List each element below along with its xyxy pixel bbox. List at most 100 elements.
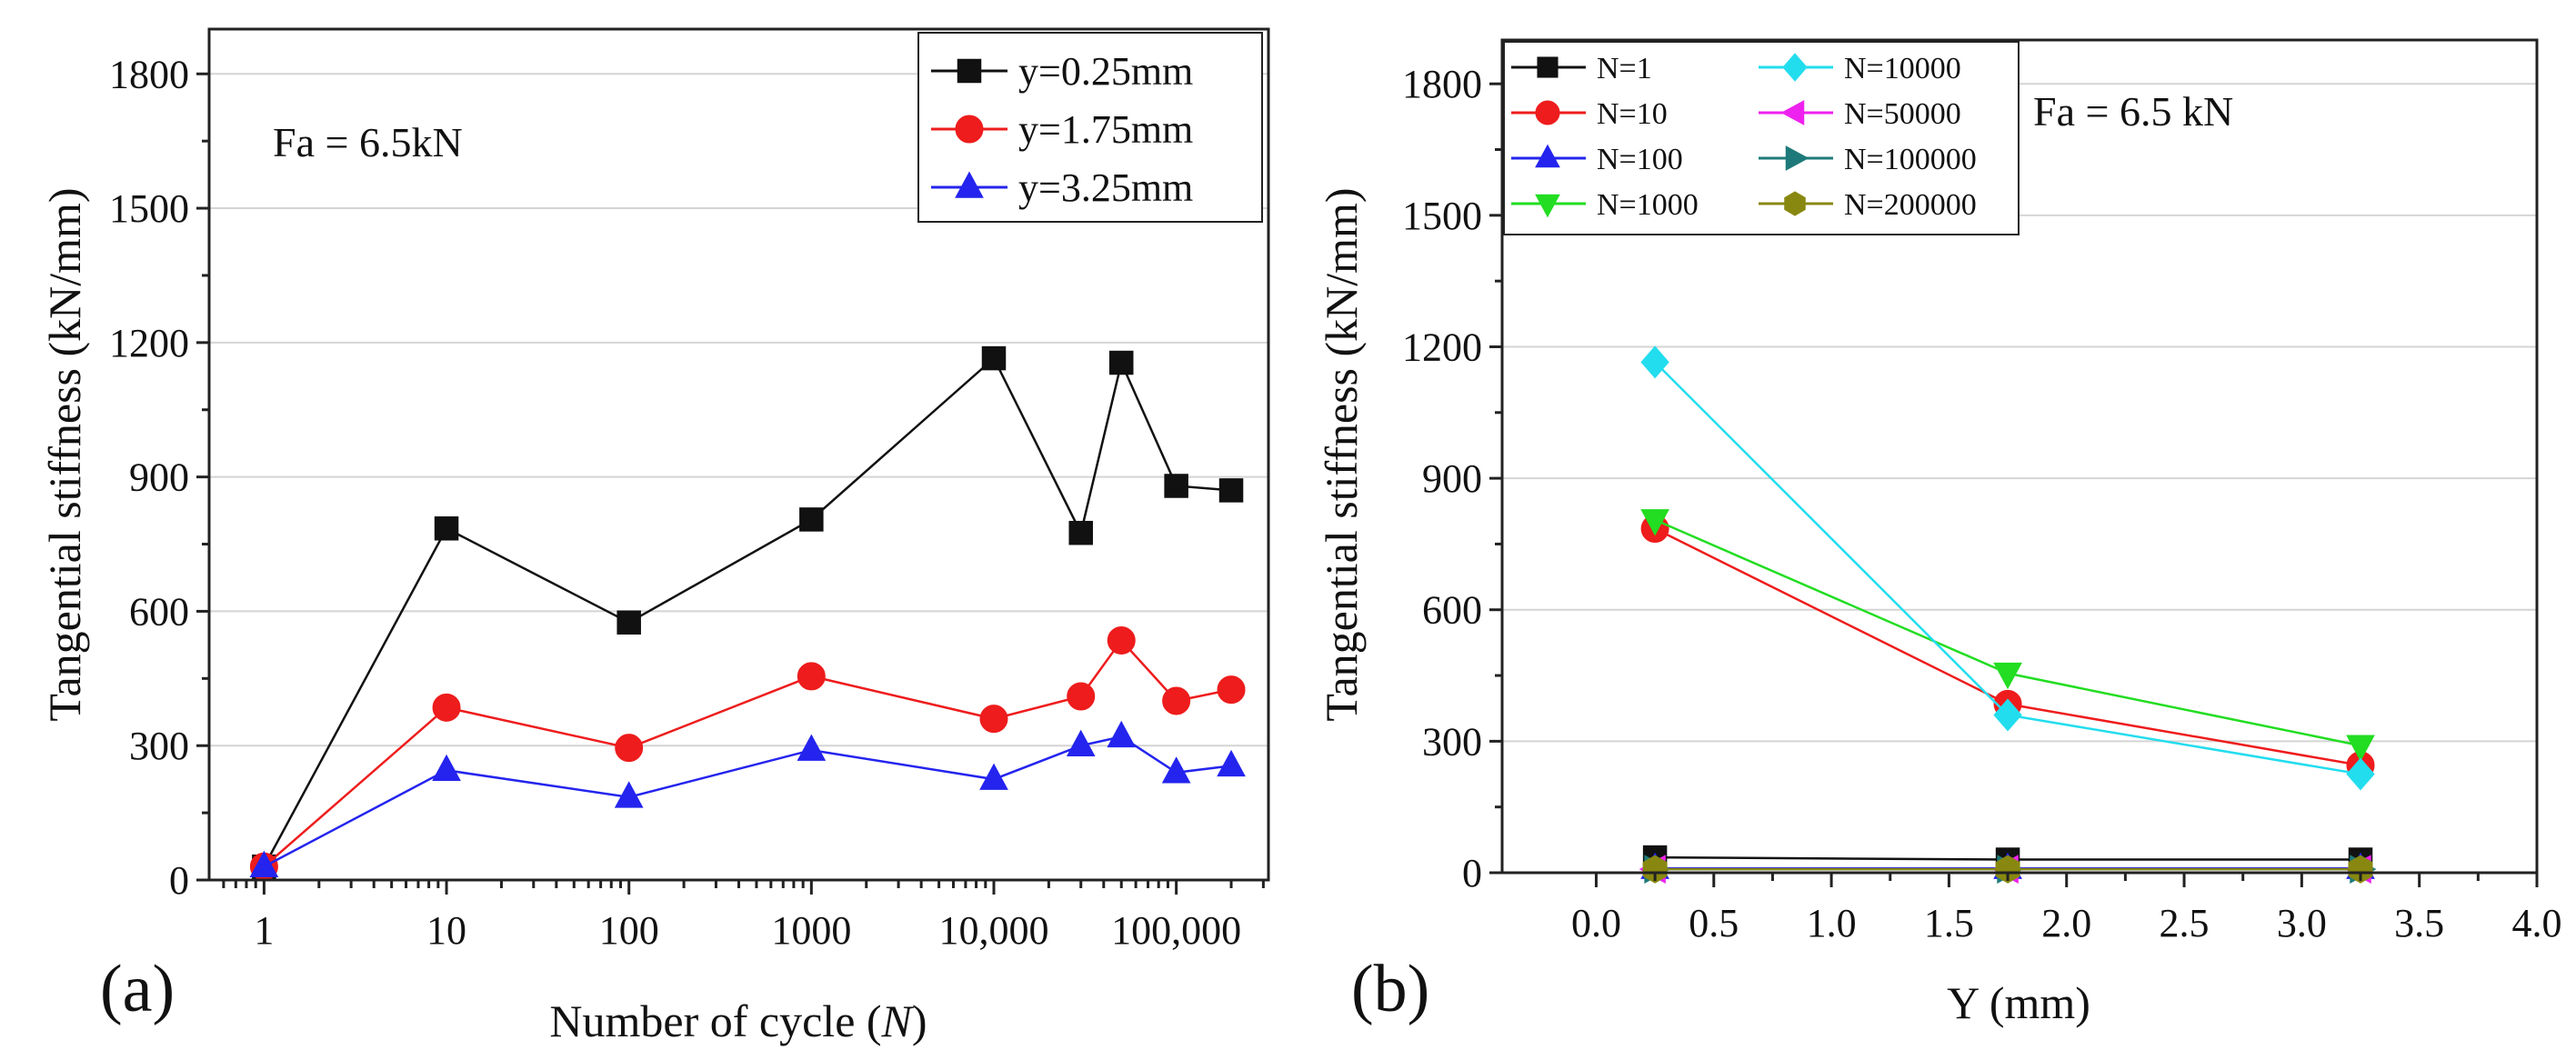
legend-label: y=3.25mm bbox=[1018, 165, 1193, 210]
data-point bbox=[1217, 749, 1246, 777]
panel-a-legend: y=0.25mm y=1.75mm y=3.25mm bbox=[917, 32, 1263, 223]
data-point bbox=[1217, 675, 1246, 705]
data-point bbox=[434, 516, 459, 541]
x-tick-label: 10,000 bbox=[938, 908, 1048, 953]
x-tick-label: 3.5 bbox=[2394, 901, 2444, 945]
data-point bbox=[249, 850, 279, 877]
legend-label: N=10000 bbox=[1844, 52, 1961, 85]
x-tick-label: 100 bbox=[599, 908, 659, 953]
legend-marker bbox=[1782, 53, 1808, 82]
x-tick-label: 1000 bbox=[771, 908, 851, 953]
panel-a-x-axis-title: Number of cycle (N) bbox=[549, 995, 927, 1046]
legend-label: y=1.75mm bbox=[1018, 107, 1193, 152]
panel-b-annotation: Fa = 6.5 kN bbox=[2033, 88, 2233, 135]
data-point bbox=[615, 734, 644, 763]
data-point bbox=[432, 693, 461, 722]
series-y=1.75mm bbox=[249, 625, 1246, 881]
y-tick-label: 1200 bbox=[1402, 325, 1482, 369]
data-point bbox=[1164, 474, 1188, 498]
chart-panel-a: 0 300 600 900 1200 1500 1800 1 10 100 1000 10,000 10… bbox=[39, 27, 1270, 1046]
data-point bbox=[1162, 686, 1191, 715]
data-point bbox=[797, 734, 827, 761]
y-tick-label: 300 bbox=[129, 724, 189, 768]
panel-a-ticks bbox=[196, 72, 1265, 895]
legend-marker bbox=[1785, 145, 1809, 171]
y-tick-label: 1800 bbox=[109, 52, 189, 96]
x-tick-label: 10 bbox=[426, 908, 466, 953]
panel-a-series bbox=[249, 345, 1246, 881]
data-point bbox=[799, 507, 824, 532]
y-tick-label: 600 bbox=[129, 589, 189, 634]
data-point bbox=[1066, 729, 1096, 756]
legend-label: N=50000 bbox=[1844, 97, 1961, 131]
panel-b-y-axis-title: Tangential stiffness (kN/mm) bbox=[1316, 187, 1367, 721]
data-point bbox=[1161, 756, 1191, 784]
data-point bbox=[1107, 720, 1137, 748]
data-point bbox=[1640, 509, 1669, 536]
data-point bbox=[616, 610, 641, 635]
x-tick-label: 4.0 bbox=[2512, 901, 2562, 945]
x-tick-label: 0.0 bbox=[1571, 901, 1621, 945]
data-point bbox=[981, 345, 1007, 371]
legend-label: N=100 bbox=[1597, 143, 1683, 176]
legend-label: N=100000 bbox=[1844, 143, 1977, 176]
series-y=3.25mm bbox=[249, 720, 1246, 877]
panel-b-tick-labels: 0 300 600 900 1200 1500 1800 0.0 0.5 1.0 1.5 2.0 2.5… bbox=[1402, 62, 2562, 945]
data-point bbox=[614, 781, 644, 808]
x-tick-label: 1.0 bbox=[1807, 901, 1857, 945]
x-tick-label: 3.0 bbox=[2277, 901, 2327, 945]
data-point bbox=[797, 662, 826, 691]
data-point bbox=[1218, 478, 1244, 503]
panel-b-legend: N=1 N=10 N=100 N=1000 N=10000 N=50000 N=100000… bbox=[1503, 41, 2020, 235]
y-tick-label: 0 bbox=[169, 858, 189, 903]
panel-a-tick-labels: 0 300 600 900 1200 1500 1800 1 10 100 1000 10,000 10… bbox=[109, 52, 1241, 953]
series-N=10000 bbox=[1640, 345, 2375, 791]
legend-item: N=200000 bbox=[1759, 188, 1977, 222]
legend-item: y=0.25mm bbox=[931, 49, 1193, 94]
legend-item: N=100 bbox=[1511, 143, 1683, 176]
y-tick-label: 900 bbox=[1422, 456, 1482, 501]
legend-marker bbox=[955, 115, 984, 144]
legend-item: N=100000 bbox=[1759, 143, 1977, 176]
y-tick-label: 900 bbox=[129, 455, 189, 500]
data-point bbox=[1068, 520, 1093, 545]
data-point bbox=[1067, 682, 1096, 711]
data-point bbox=[2348, 855, 2373, 884]
panel-b-plot-frame bbox=[1500, 38, 2539, 875]
legend-label: N=1 bbox=[1597, 52, 1652, 85]
panel-b-letter: (b) bbox=[1351, 952, 1429, 1026]
data-point bbox=[2346, 757, 2375, 791]
panel-b-x-axis-title: Y (mm) bbox=[1947, 977, 2090, 1028]
data-point bbox=[1640, 345, 1669, 379]
panel-a-annotation: Fa = 6.5kN bbox=[273, 119, 463, 165]
legend-label: N=200000 bbox=[1844, 188, 1977, 222]
legend-item: N=50000 bbox=[1759, 97, 1961, 131]
legend-item: N=10 bbox=[1511, 97, 1668, 131]
y-tick-label: 1500 bbox=[109, 186, 189, 231]
legend-marker bbox=[1535, 194, 1560, 218]
legend-item: N=10000 bbox=[1759, 52, 1961, 85]
panel-a-letter: (a) bbox=[100, 952, 175, 1026]
data-point bbox=[1995, 855, 2020, 884]
x-tick-label: 2.0 bbox=[2041, 901, 2091, 945]
legend-label: N=1000 bbox=[1597, 188, 1699, 222]
legend-label: N=10 bbox=[1597, 97, 1668, 131]
y-tick-label: 300 bbox=[1422, 719, 1482, 764]
legend-marker bbox=[1535, 144, 1560, 168]
panel-a-y-axis-title: Tangential stiffness (kN/mm) bbox=[39, 187, 90, 721]
chart-panel-b: 0 300 600 900 1200 1500 1800 0.0 0.5 1.0 1.5 2.0 2.5… bbox=[1316, 38, 2562, 1028]
y-tick-label: 0 bbox=[1462, 851, 1482, 895]
data-point bbox=[1108, 350, 1134, 375]
legend-item: N=1000 bbox=[1511, 188, 1699, 222]
y-tick-label: 1800 bbox=[1402, 62, 1482, 106]
x-tick-label: 2.5 bbox=[2160, 901, 2210, 945]
data-point bbox=[979, 763, 1008, 790]
legend-marker bbox=[957, 58, 982, 84]
y-tick-label: 600 bbox=[1422, 588, 1482, 633]
data-point bbox=[1993, 662, 2022, 690]
data-point bbox=[432, 754, 461, 782]
legend-marker bbox=[1784, 191, 1806, 216]
legend-item: N=1 bbox=[1511, 52, 1652, 85]
panel-b-ticks bbox=[1489, 82, 2539, 887]
data-point bbox=[1107, 625, 1136, 655]
